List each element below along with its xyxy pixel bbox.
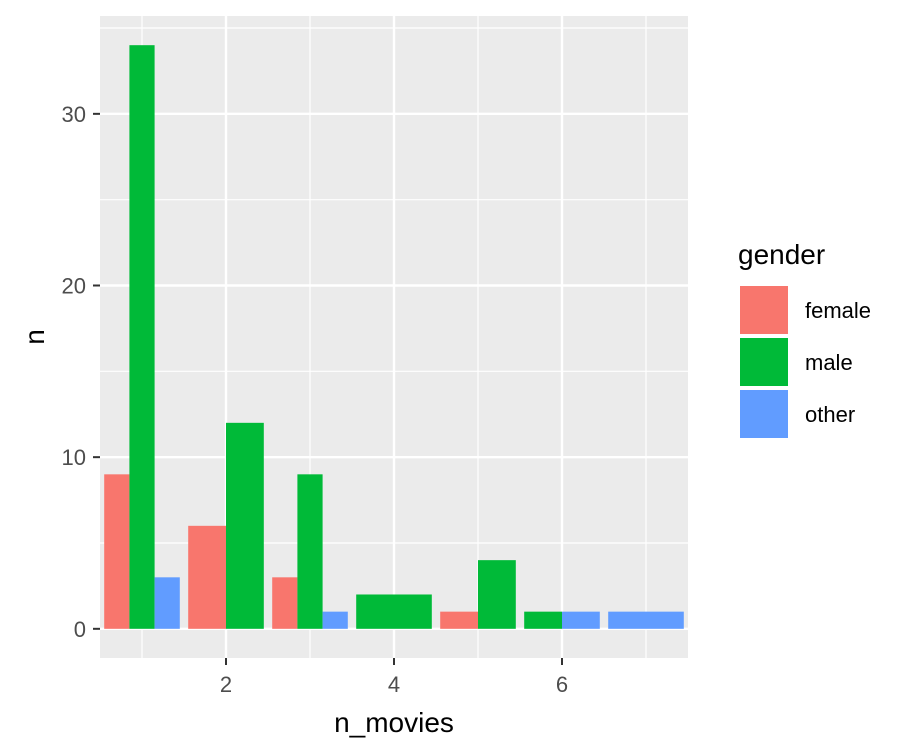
x-tick-label: 2 (220, 672, 232, 697)
bar-male-4 (356, 594, 432, 629)
bar-female-5 (440, 611, 478, 629)
bar-male-6 (524, 611, 562, 629)
legend-key-male (740, 338, 788, 386)
bar-male-1 (129, 45, 155, 629)
y-tick-label: 0 (74, 617, 86, 642)
y-axis-title: n (19, 329, 50, 345)
legend-label-female: female (805, 298, 871, 323)
bar-female-3 (272, 577, 298, 629)
bar-male-5 (478, 560, 516, 629)
y-tick-label: 20 (62, 274, 86, 299)
bar-other-3 (322, 611, 348, 629)
x-tick-label: 4 (388, 672, 400, 697)
bar-other-7 (608, 611, 684, 629)
bar-male-2 (226, 422, 264, 629)
legend: gender female male other (738, 239, 871, 438)
bar-male-3 (297, 474, 323, 629)
legend-key-female (740, 286, 788, 334)
legend-key-other (740, 390, 788, 438)
y-tick-label: 10 (62, 445, 86, 470)
bars (104, 45, 684, 629)
legend-label-male: male (805, 350, 853, 375)
y-tick-label: 30 (62, 102, 86, 127)
x-axis-title: n_movies (334, 707, 454, 738)
bar-other-1 (154, 577, 180, 629)
x-tick-label: 6 (556, 672, 568, 697)
legend-label-other: other (805, 402, 855, 427)
bar-female-1 (104, 474, 130, 629)
y-axis: 0 10 20 30 (62, 102, 100, 642)
x-axis: 2 4 6 (220, 658, 568, 697)
legend-title: gender (738, 239, 825, 270)
bar-female-2 (188, 525, 226, 629)
bar-other-6 (562, 611, 600, 629)
